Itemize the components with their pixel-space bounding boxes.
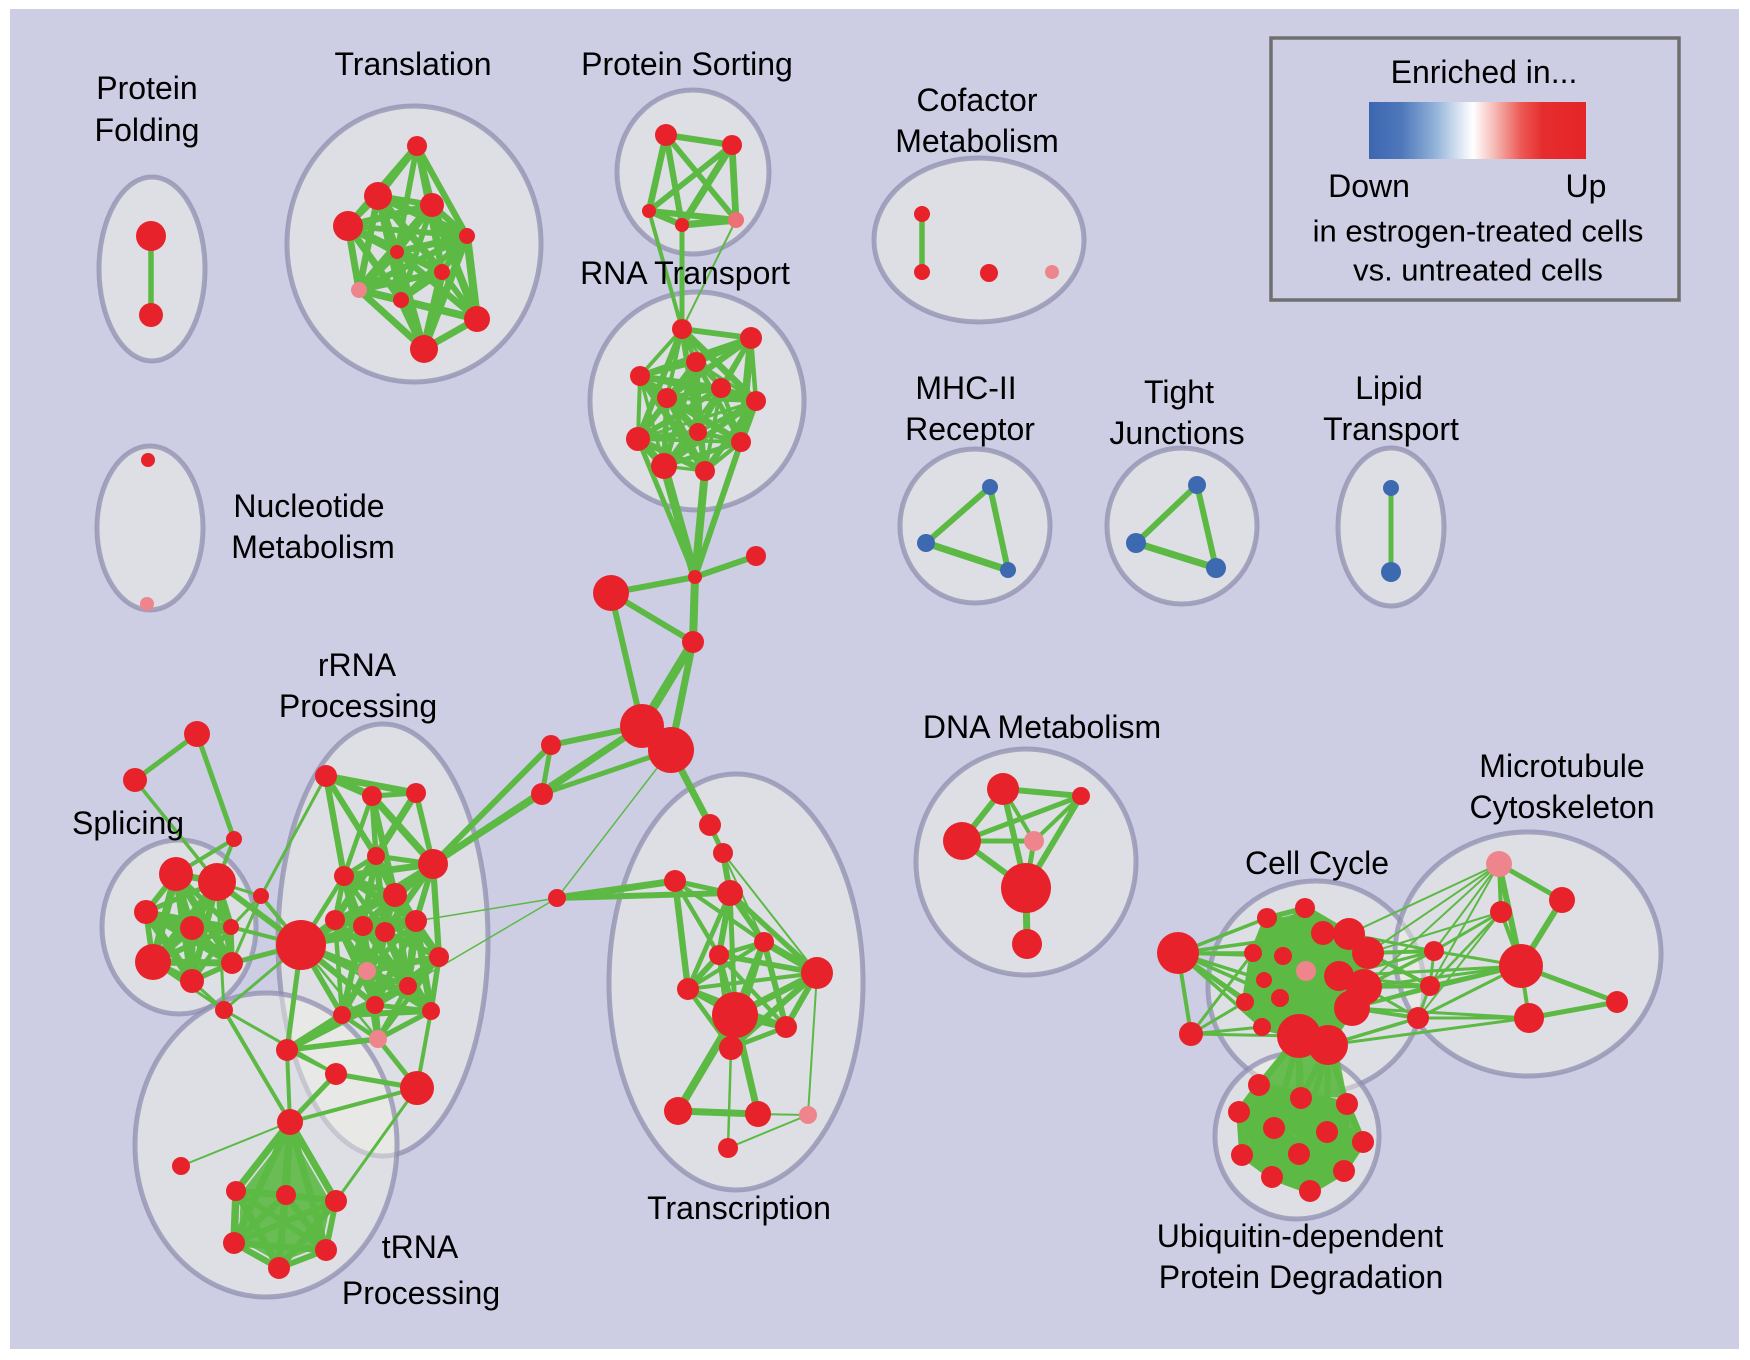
svg-text:Translation: Translation [334,46,491,82]
svg-text:in estrogen-treated cells: in estrogen-treated cells [1313,214,1644,249]
svg-text:Transport: Transport [1323,411,1459,447]
svg-text:Transcription: Transcription [647,1190,831,1226]
svg-text:Enriched in...: Enriched in... [1391,54,1578,90]
svg-text:Cell Cycle: Cell Cycle [1245,845,1389,881]
svg-text:Nucleotide: Nucleotide [233,488,384,524]
svg-text:Ubiquitin-dependent: Ubiquitin-dependent [1157,1218,1444,1254]
svg-text:Processing: Processing [279,688,437,724]
svg-text:Down: Down [1328,168,1410,204]
svg-text:Up: Up [1566,168,1607,204]
svg-text:tRNA: tRNA [382,1229,459,1265]
svg-text:Splicing: Splicing [72,805,184,841]
svg-text:vs. untreated cells: vs. untreated cells [1353,253,1603,288]
svg-text:Protein Sorting: Protein Sorting [581,46,793,82]
svg-text:Folding: Folding [95,112,200,148]
svg-text:Processing: Processing [342,1275,500,1311]
svg-text:Tight: Tight [1144,374,1214,410]
svg-text:Cofactor: Cofactor [917,82,1038,118]
svg-text:Protein: Protein [96,70,197,106]
svg-text:Microtubule: Microtubule [1479,748,1644,784]
svg-text:rRNA: rRNA [318,647,397,683]
svg-text:RNA Transport: RNA Transport [580,255,790,291]
svg-text:Junctions: Junctions [1109,415,1244,451]
svg-text:Receptor: Receptor [905,411,1035,447]
svg-text:Metabolism: Metabolism [895,123,1059,159]
svg-text:Protein Degradation: Protein Degradation [1159,1259,1444,1295]
svg-text:Cytoskeleton: Cytoskeleton [1470,789,1655,825]
svg-text:MHC-II: MHC-II [915,370,1016,406]
svg-text:DNA Metabolism: DNA Metabolism [923,709,1161,745]
svg-text:Lipid: Lipid [1355,370,1423,406]
svg-text:Metabolism: Metabolism [231,529,395,565]
